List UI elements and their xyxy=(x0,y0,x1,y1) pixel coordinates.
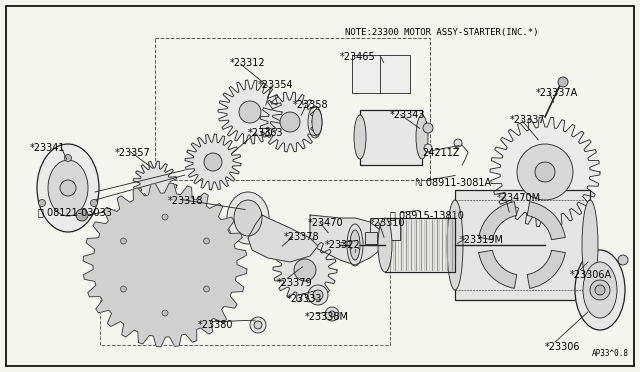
Ellipse shape xyxy=(447,200,463,290)
Text: NOTE:23300 MOTOR ASSY-STARTER(INC.*): NOTE:23300 MOTOR ASSY-STARTER(INC.*) xyxy=(345,28,538,37)
Circle shape xyxy=(558,77,568,87)
Text: *23470: *23470 xyxy=(308,218,344,228)
Bar xyxy=(370,218,400,240)
Circle shape xyxy=(313,290,323,300)
Circle shape xyxy=(590,280,610,300)
Ellipse shape xyxy=(138,232,193,298)
Circle shape xyxy=(595,285,605,295)
Polygon shape xyxy=(83,183,247,347)
Text: *23358: *23358 xyxy=(293,100,328,110)
Circle shape xyxy=(60,180,76,196)
Text: *23379: *23379 xyxy=(277,278,312,288)
Circle shape xyxy=(250,317,266,333)
Wedge shape xyxy=(479,202,516,240)
Text: *23341: *23341 xyxy=(30,143,65,153)
Ellipse shape xyxy=(234,200,262,236)
Ellipse shape xyxy=(378,218,392,272)
Circle shape xyxy=(120,238,127,244)
Ellipse shape xyxy=(583,262,617,318)
Circle shape xyxy=(162,310,168,316)
Text: *23333: *23333 xyxy=(287,294,323,304)
Circle shape xyxy=(120,286,127,292)
Circle shape xyxy=(38,199,45,206)
Circle shape xyxy=(294,259,316,281)
Wedge shape xyxy=(527,202,565,240)
Ellipse shape xyxy=(48,160,88,216)
Wedge shape xyxy=(479,250,516,288)
Text: *23343: *23343 xyxy=(390,110,426,120)
Circle shape xyxy=(204,238,209,244)
Text: *23322: *23322 xyxy=(325,240,361,250)
Ellipse shape xyxy=(312,109,322,135)
Ellipse shape xyxy=(120,212,210,317)
Text: Ⓑ 08121-03033: Ⓑ 08121-03033 xyxy=(38,207,112,217)
Polygon shape xyxy=(310,215,380,265)
Circle shape xyxy=(329,311,335,317)
Circle shape xyxy=(280,112,300,132)
Text: AP33^0.8: AP33^0.8 xyxy=(592,349,629,358)
Ellipse shape xyxy=(416,115,428,159)
Bar xyxy=(385,218,455,272)
Text: Ⓟ 08915-13810: Ⓟ 08915-13810 xyxy=(390,210,464,220)
Bar xyxy=(365,232,377,244)
Circle shape xyxy=(239,101,261,123)
Ellipse shape xyxy=(582,200,598,290)
Circle shape xyxy=(204,286,209,292)
Text: *23337: *23337 xyxy=(510,115,546,125)
Circle shape xyxy=(618,255,628,265)
Circle shape xyxy=(254,321,262,329)
Polygon shape xyxy=(185,134,241,190)
Polygon shape xyxy=(273,238,337,302)
Text: ℕ 08911-3081A: ℕ 08911-3081A xyxy=(415,178,491,188)
Ellipse shape xyxy=(308,106,322,138)
Text: *23310: *23310 xyxy=(370,218,406,228)
Text: *23354: *23354 xyxy=(258,80,294,90)
Text: *23363: *23363 xyxy=(248,128,284,138)
Bar xyxy=(352,55,410,93)
Ellipse shape xyxy=(347,224,363,266)
Polygon shape xyxy=(260,92,320,152)
Text: *23306A: *23306A xyxy=(570,270,612,280)
Circle shape xyxy=(90,199,97,206)
Bar xyxy=(455,190,590,300)
Circle shape xyxy=(454,139,462,147)
Text: 24211Z: 24211Z xyxy=(422,148,460,158)
Circle shape xyxy=(204,153,222,171)
Polygon shape xyxy=(248,215,318,262)
Text: *23378: *23378 xyxy=(284,232,319,242)
Circle shape xyxy=(423,123,433,133)
Ellipse shape xyxy=(227,192,269,244)
Text: *23470M: *23470M xyxy=(497,193,541,203)
Circle shape xyxy=(76,209,88,221)
Text: *23338M: *23338M xyxy=(305,312,349,322)
Polygon shape xyxy=(490,117,600,227)
Polygon shape xyxy=(218,80,282,144)
Text: *23357: *23357 xyxy=(115,148,151,158)
Ellipse shape xyxy=(106,196,224,334)
Circle shape xyxy=(65,154,72,161)
Wedge shape xyxy=(527,250,565,288)
Ellipse shape xyxy=(350,230,360,260)
Text: *23306: *23306 xyxy=(545,342,580,352)
Text: *23312: *23312 xyxy=(230,58,266,68)
Bar xyxy=(360,110,422,165)
Ellipse shape xyxy=(354,115,366,159)
Text: *23319M: *23319M xyxy=(460,235,504,245)
Circle shape xyxy=(535,162,555,182)
Ellipse shape xyxy=(37,144,99,232)
Polygon shape xyxy=(133,161,177,205)
Text: *23337A: *23337A xyxy=(536,88,579,98)
Circle shape xyxy=(162,214,168,220)
Circle shape xyxy=(424,144,432,152)
Circle shape xyxy=(517,144,573,200)
Text: *23380: *23380 xyxy=(198,320,234,330)
Text: *23465: *23465 xyxy=(340,52,376,62)
Text: *23318: *23318 xyxy=(168,196,204,206)
Ellipse shape xyxy=(575,250,625,330)
Circle shape xyxy=(308,285,328,305)
Circle shape xyxy=(325,307,339,321)
